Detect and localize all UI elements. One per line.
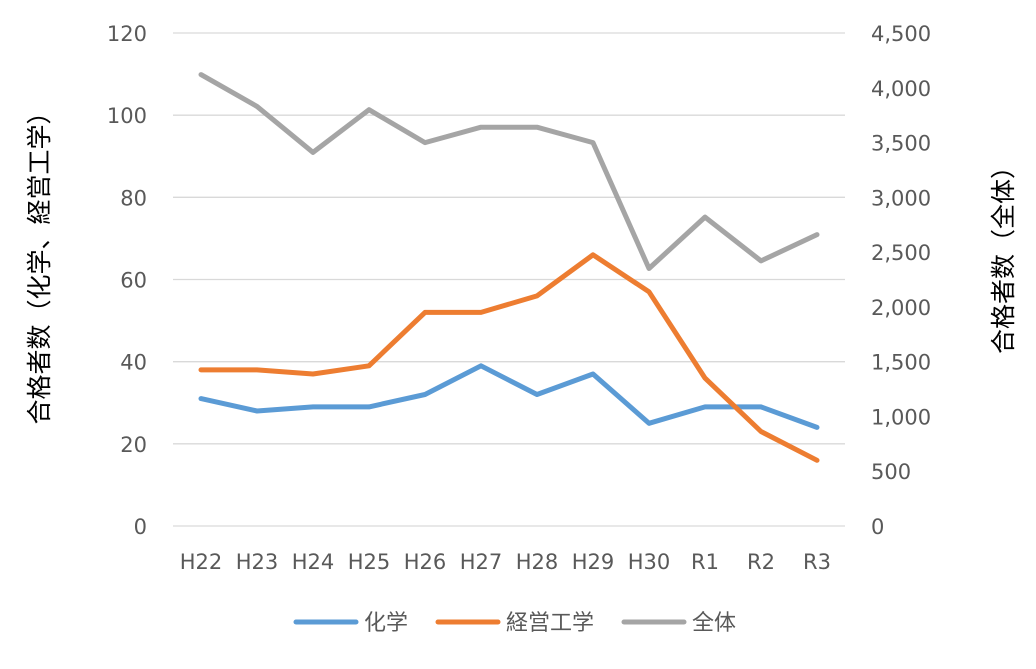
right-tick-label: 4,000 [871, 77, 931, 101]
left-axis-title: 合格者数（化学、経営工学） [25, 99, 54, 424]
x-axis-ticks: H22 H23 H24 H25 H26 H27 H28 H29 H30 R1 R2 R3 [180, 550, 831, 574]
gridlines [173, 32, 845, 527]
x-tick-label: H29 [572, 550, 615, 574]
left-axis-ticks: 0 20 40 60 80 100 120 [107, 22, 147, 539]
left-tick-label: 80 [120, 186, 147, 210]
x-tick-label: H27 [460, 550, 503, 574]
right-tick-label: 1,000 [871, 405, 931, 429]
right-tick-label: 3,500 [871, 132, 931, 156]
x-tick-label: H28 [516, 550, 559, 574]
legend: 化学 経営工学 全体 [293, 611, 736, 636]
right-axis-title: 合格者数（全体） [989, 154, 1018, 354]
left-tick-label: 60 [120, 269, 147, 293]
x-tick-label: R3 [803, 550, 831, 574]
legend-label: 経営工学 [506, 611, 594, 636]
right-tick-label: 500 [871, 460, 911, 484]
series-line [198, 363, 820, 430]
right-tick-label: 4,500 [871, 22, 931, 46]
x-tick-label: R2 [747, 550, 775, 574]
x-tick-label: H26 [404, 550, 447, 574]
right-tick-label: 2,500 [871, 241, 931, 265]
x-tick-label: H30 [628, 550, 671, 574]
right-axis-ticks: 0 500 1,000 1,500 2,000 2,500 3,000 3,500 4,000 4… [871, 22, 931, 539]
x-tick-label: H23 [236, 550, 279, 574]
right-tick-label: 1,500 [871, 351, 931, 375]
right-tick-label: 3,000 [871, 186, 931, 210]
left-tick-label: 0 [134, 515, 147, 539]
right-tick-label: 2,000 [871, 296, 931, 320]
left-tick-label: 120 [107, 22, 147, 46]
x-tick-label: H25 [348, 550, 391, 574]
left-tick-label: 40 [120, 351, 147, 375]
series-lines [198, 72, 820, 463]
series-line [198, 72, 820, 271]
left-tick-label: 20 [120, 433, 147, 457]
x-tick-label: H22 [180, 550, 223, 574]
right-tick-label: 0 [871, 515, 884, 539]
x-tick-label: H24 [292, 550, 335, 574]
legend-label: 全体 [692, 611, 736, 636]
legend-label: 化学 [364, 611, 408, 636]
x-tick-label: R1 [691, 550, 719, 574]
left-tick-label: 100 [107, 104, 147, 128]
series-line [198, 252, 820, 463]
